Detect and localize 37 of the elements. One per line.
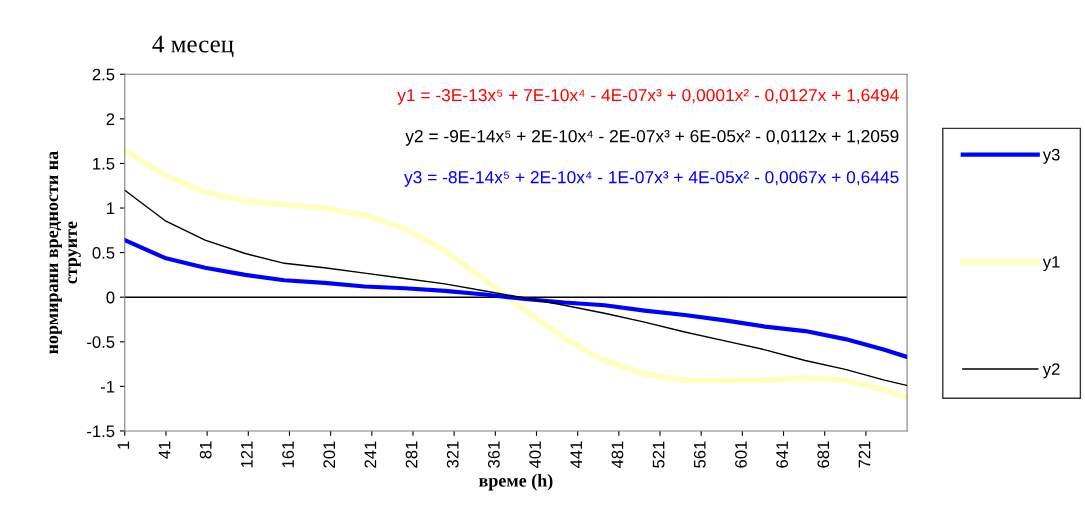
x-tick-label: 121 xyxy=(240,441,253,468)
x-tick-label: 601 xyxy=(735,441,747,468)
y-axis-title: нормирани вредности на струите xyxy=(49,151,81,354)
y-tick-label: 0 xyxy=(106,291,115,304)
annotation: y3 = -8E-14x⁵ + 2E-10x⁴ - 1E-07x³ + 4E-05x² - 0,0067x + 0,6445 xyxy=(404,171,899,187)
y-tick-label: 2.5 xyxy=(92,68,115,81)
x-tick-label: 641 xyxy=(776,441,789,468)
annotation: y2 = -9E-14x⁵ + 2E-10x⁴ - 2E-07x³ + 6E-05x² - 0,0112x + 1,2059 xyxy=(405,130,899,146)
x-tick-label: 1 xyxy=(117,441,130,449)
x-tick-label: 561 xyxy=(693,441,706,468)
x-axis-title: време (h) xyxy=(479,474,553,491)
chart-title: 4 месец xyxy=(152,35,234,58)
y-tick-label: -1.5 xyxy=(87,425,115,438)
y-tick-label: 0.5 xyxy=(92,247,115,259)
annotation: y1 = -3E-13x⁵ + 7E-10x⁴ - 4E-07x³ + 0,0001x² - 0,0127x + 1,6494 xyxy=(397,88,899,105)
y-tick-label: 1 xyxy=(107,202,115,215)
x-tick-label: 161 xyxy=(282,441,294,468)
x-tick-label: 721 xyxy=(858,441,871,468)
legend-label: y1 xyxy=(1042,256,1060,272)
y-tick-label: -1 xyxy=(100,380,115,393)
legend-label: y2 xyxy=(1042,363,1060,379)
x-tick-label: 481 xyxy=(611,441,624,469)
x-tick-label: 521 xyxy=(652,441,665,468)
x-tick-label: 41 xyxy=(158,441,171,459)
y-tick-label: -0.5 xyxy=(87,336,115,348)
x-tick-label: 441 xyxy=(570,441,582,469)
x-tick-label: 401 xyxy=(529,441,541,469)
x-tick-label: 201 xyxy=(323,441,336,468)
x-tick-label: 681 xyxy=(817,441,830,468)
x-tick-label: 321 xyxy=(446,441,459,468)
x-tick-label: 241 xyxy=(364,441,377,468)
x-tick-label: 81 xyxy=(199,441,212,459)
x-tick-label: 281 xyxy=(405,441,418,468)
y-tick-label: 1.5 xyxy=(93,158,115,170)
x-tick-label: 361 xyxy=(488,441,500,468)
y-tick-label: 2 xyxy=(106,113,115,125)
legend-label: y3 xyxy=(1042,148,1060,164)
